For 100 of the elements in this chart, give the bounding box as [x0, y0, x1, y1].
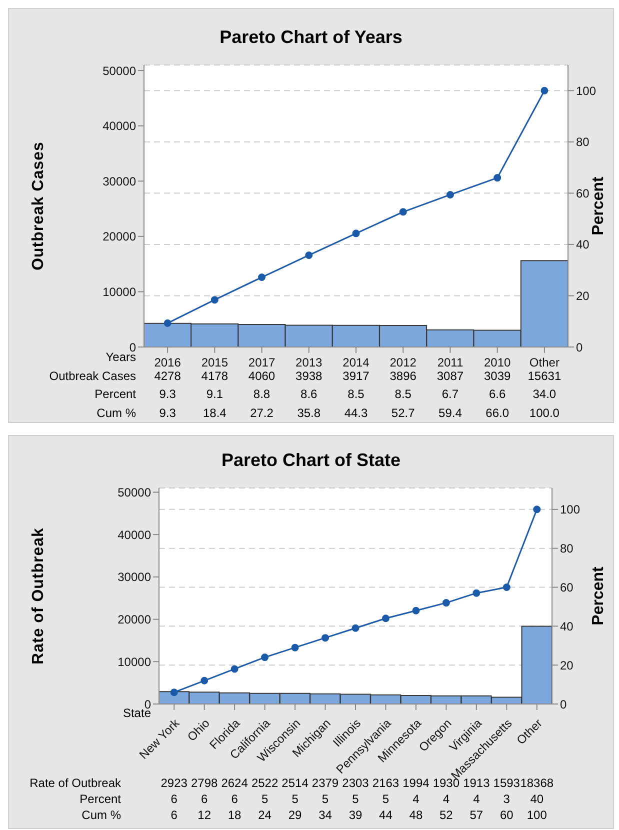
- y2-tick-label: 80: [576, 135, 590, 150]
- data-label: 2379: [312, 776, 339, 790]
- text: 9.3: [158, 387, 177, 401]
- text: 6: [231, 792, 238, 806]
- point: [446, 190, 454, 198]
- y-axis-title: Rate of Outbreak: [30, 528, 48, 664]
- point: [164, 319, 172, 327]
- text: 4: [442, 792, 450, 806]
- point: [352, 230, 360, 238]
- x-tick-label: 2011: [437, 355, 464, 370]
- chart-title: Pareto Chart of Years: [218, 27, 404, 48]
- data-label: 29: [288, 808, 302, 822]
- y2-tick-label: 100: [576, 84, 596, 98]
- data-label: 4178: [200, 369, 229, 383]
- y-tick-label: 10000: [118, 654, 152, 669]
- y-tick-label: 30000: [102, 174, 136, 188]
- x-tick-label: 2016: [154, 355, 182, 370]
- y-tick-label: 30000: [118, 570, 152, 584]
- data-label: 3917: [342, 369, 370, 383]
- data-label: 1994: [402, 776, 430, 790]
- data-label: 4278: [153, 369, 182, 383]
- y-tick-label: 40000: [118, 528, 152, 542]
- text: 3: [503, 792, 510, 806]
- data-label: 3938: [294, 369, 324, 383]
- data-label: 18368: [520, 776, 554, 790]
- y-tick-label: 10000: [102, 284, 136, 299]
- point: [261, 654, 269, 662]
- point: [230, 665, 238, 673]
- point: [442, 599, 450, 607]
- data-label: 34: [318, 808, 332, 822]
- data-label: 60: [500, 808, 514, 822]
- point: [382, 614, 390, 622]
- text: 6.7: [440, 387, 460, 401]
- point: [258, 274, 266, 282]
- point: [200, 676, 208, 684]
- text: 9.1: [205, 387, 224, 401]
- data-label: 39: [348, 808, 362, 822]
- point: [502, 583, 510, 591]
- data-label: 35.8: [296, 406, 322, 420]
- y-tick-label: 40000: [102, 119, 136, 134]
- data-label: 52: [440, 808, 453, 822]
- text: Percent: [94, 387, 136, 401]
- text: 8.5: [346, 387, 366, 401]
- data-label: 2624: [221, 776, 248, 790]
- y-tick-label: 20000: [102, 230, 136, 244]
- data-label: 3896: [388, 369, 418, 383]
- y-tick-label: 0: [144, 697, 152, 712]
- data-label: 44.3: [343, 406, 369, 420]
- data-label: 44: [379, 808, 392, 822]
- data-label: 59.4: [438, 406, 463, 420]
- data-label: 100: [526, 808, 547, 822]
- text: 8.8: [252, 387, 272, 401]
- data-label: 6: [170, 808, 178, 822]
- text: 6.6: [488, 387, 507, 401]
- text: Rate of Outbreak: [30, 776, 121, 790]
- y2-tick-label: 60: [576, 186, 590, 200]
- text: 5: [382, 792, 390, 806]
- data-label: 3039: [482, 369, 512, 383]
- y-tick-label: 50000: [118, 485, 152, 500]
- text: Outbreak Cases: [49, 369, 136, 383]
- point: [533, 506, 541, 514]
- point: [210, 296, 218, 304]
- data-label: 2923: [160, 776, 188, 790]
- y-tick-label: 20000: [118, 612, 152, 627]
- text: 5: [352, 792, 359, 806]
- y-tick-label: 50000: [102, 64, 136, 78]
- x-tick-label: 2017: [248, 355, 276, 370]
- data-label: 2798: [190, 776, 218, 790]
- y2-tick-label: 100: [560, 502, 580, 517]
- text: 40: [530, 792, 544, 806]
- data-label: 3087: [436, 369, 465, 383]
- data-label: 18.4: [202, 406, 228, 420]
- y-axis-title: Outbreak Cases: [30, 142, 48, 270]
- y2-axis-title: Percent: [590, 566, 608, 626]
- text: 8.6: [300, 387, 318, 401]
- point: [305, 251, 313, 259]
- point: [494, 174, 502, 182]
- data-label: 48: [409, 808, 423, 822]
- point: [291, 644, 299, 652]
- data-label: 1913: [463, 776, 490, 790]
- x-tick-label: 2010: [484, 355, 512, 370]
- data-label: 2303: [342, 776, 369, 790]
- data-label: 9.3: [158, 406, 177, 420]
- y2-tick-label: 0: [576, 340, 583, 354]
- y2-tick-label: 40: [576, 238, 590, 252]
- text: Cum %: [82, 808, 121, 822]
- data-label: 12: [198, 808, 212, 822]
- text: 5: [322, 792, 329, 806]
- y2-axis-title: Percent: [590, 176, 608, 236]
- point: [399, 208, 407, 216]
- y2-tick-label: 40: [560, 619, 574, 634]
- point: [472, 589, 480, 597]
- text: 5: [261, 792, 268, 806]
- text: 4: [412, 792, 420, 806]
- text: Percent: [80, 792, 121, 806]
- x-tick-label: 2015: [201, 355, 228, 370]
- point: [412, 606, 420, 614]
- text: 6: [201, 792, 208, 806]
- data-label: 66.0: [484, 406, 510, 420]
- text: Cum %: [96, 406, 136, 420]
